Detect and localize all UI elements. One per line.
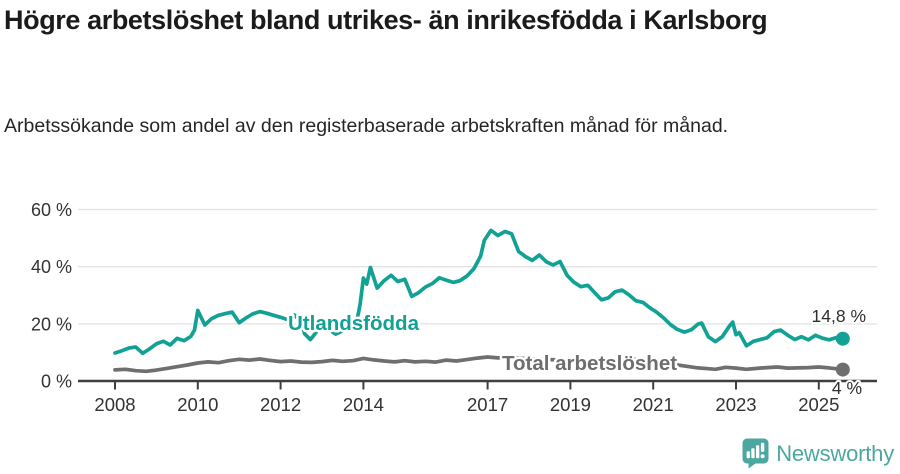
y-axis-tick-label: 0 % (41, 372, 72, 392)
x-axis-tick-label: 2008 (94, 394, 135, 415)
series-end-dot-utlandsfodda (835, 331, 850, 346)
x-axis-tick-label: 2023 (715, 394, 756, 415)
series-label-total: Total arbetslöshet (502, 352, 677, 375)
newsworthy-wordmark: Newsworthy (776, 440, 894, 466)
x-axis-tick-label: 2025 (798, 394, 839, 415)
newsworthy-bubble-chart-icon (742, 438, 769, 469)
y-axis-tick-label: 40 % (31, 257, 72, 277)
x-axis-tick-label: 2019 (550, 394, 591, 415)
y-axis-tick-label: 60 % (31, 200, 72, 220)
x-axis-tick-label: 2021 (633, 394, 674, 415)
y-axis-tick-label: 20 % (31, 314, 72, 334)
series-end-dot-total (835, 362, 850, 377)
x-axis-tick-label: 2012 (260, 394, 301, 415)
x-axis-tick-label: 2017 (467, 394, 508, 415)
end-value-label-utlandsfodda: 14,8 % (812, 306, 866, 326)
end-value-label-total: 4 % (832, 378, 862, 398)
chart-subtitle: Arbetssökande som andel av den registerb… (4, 115, 729, 137)
x-axis-tick-label: 2014 (343, 394, 384, 415)
series-label-utlandsfodda: Utlandsfödda (288, 312, 420, 335)
chart-title: Högre arbetslöshet bland utrikes- än inr… (4, 5, 768, 35)
newsworthy-logo: Newsworthy (742, 438, 894, 469)
series-line-utlandsfodda (113, 228, 845, 356)
series-line-total (113, 355, 845, 374)
x-axis-tick-label: 2010 (177, 394, 218, 415)
